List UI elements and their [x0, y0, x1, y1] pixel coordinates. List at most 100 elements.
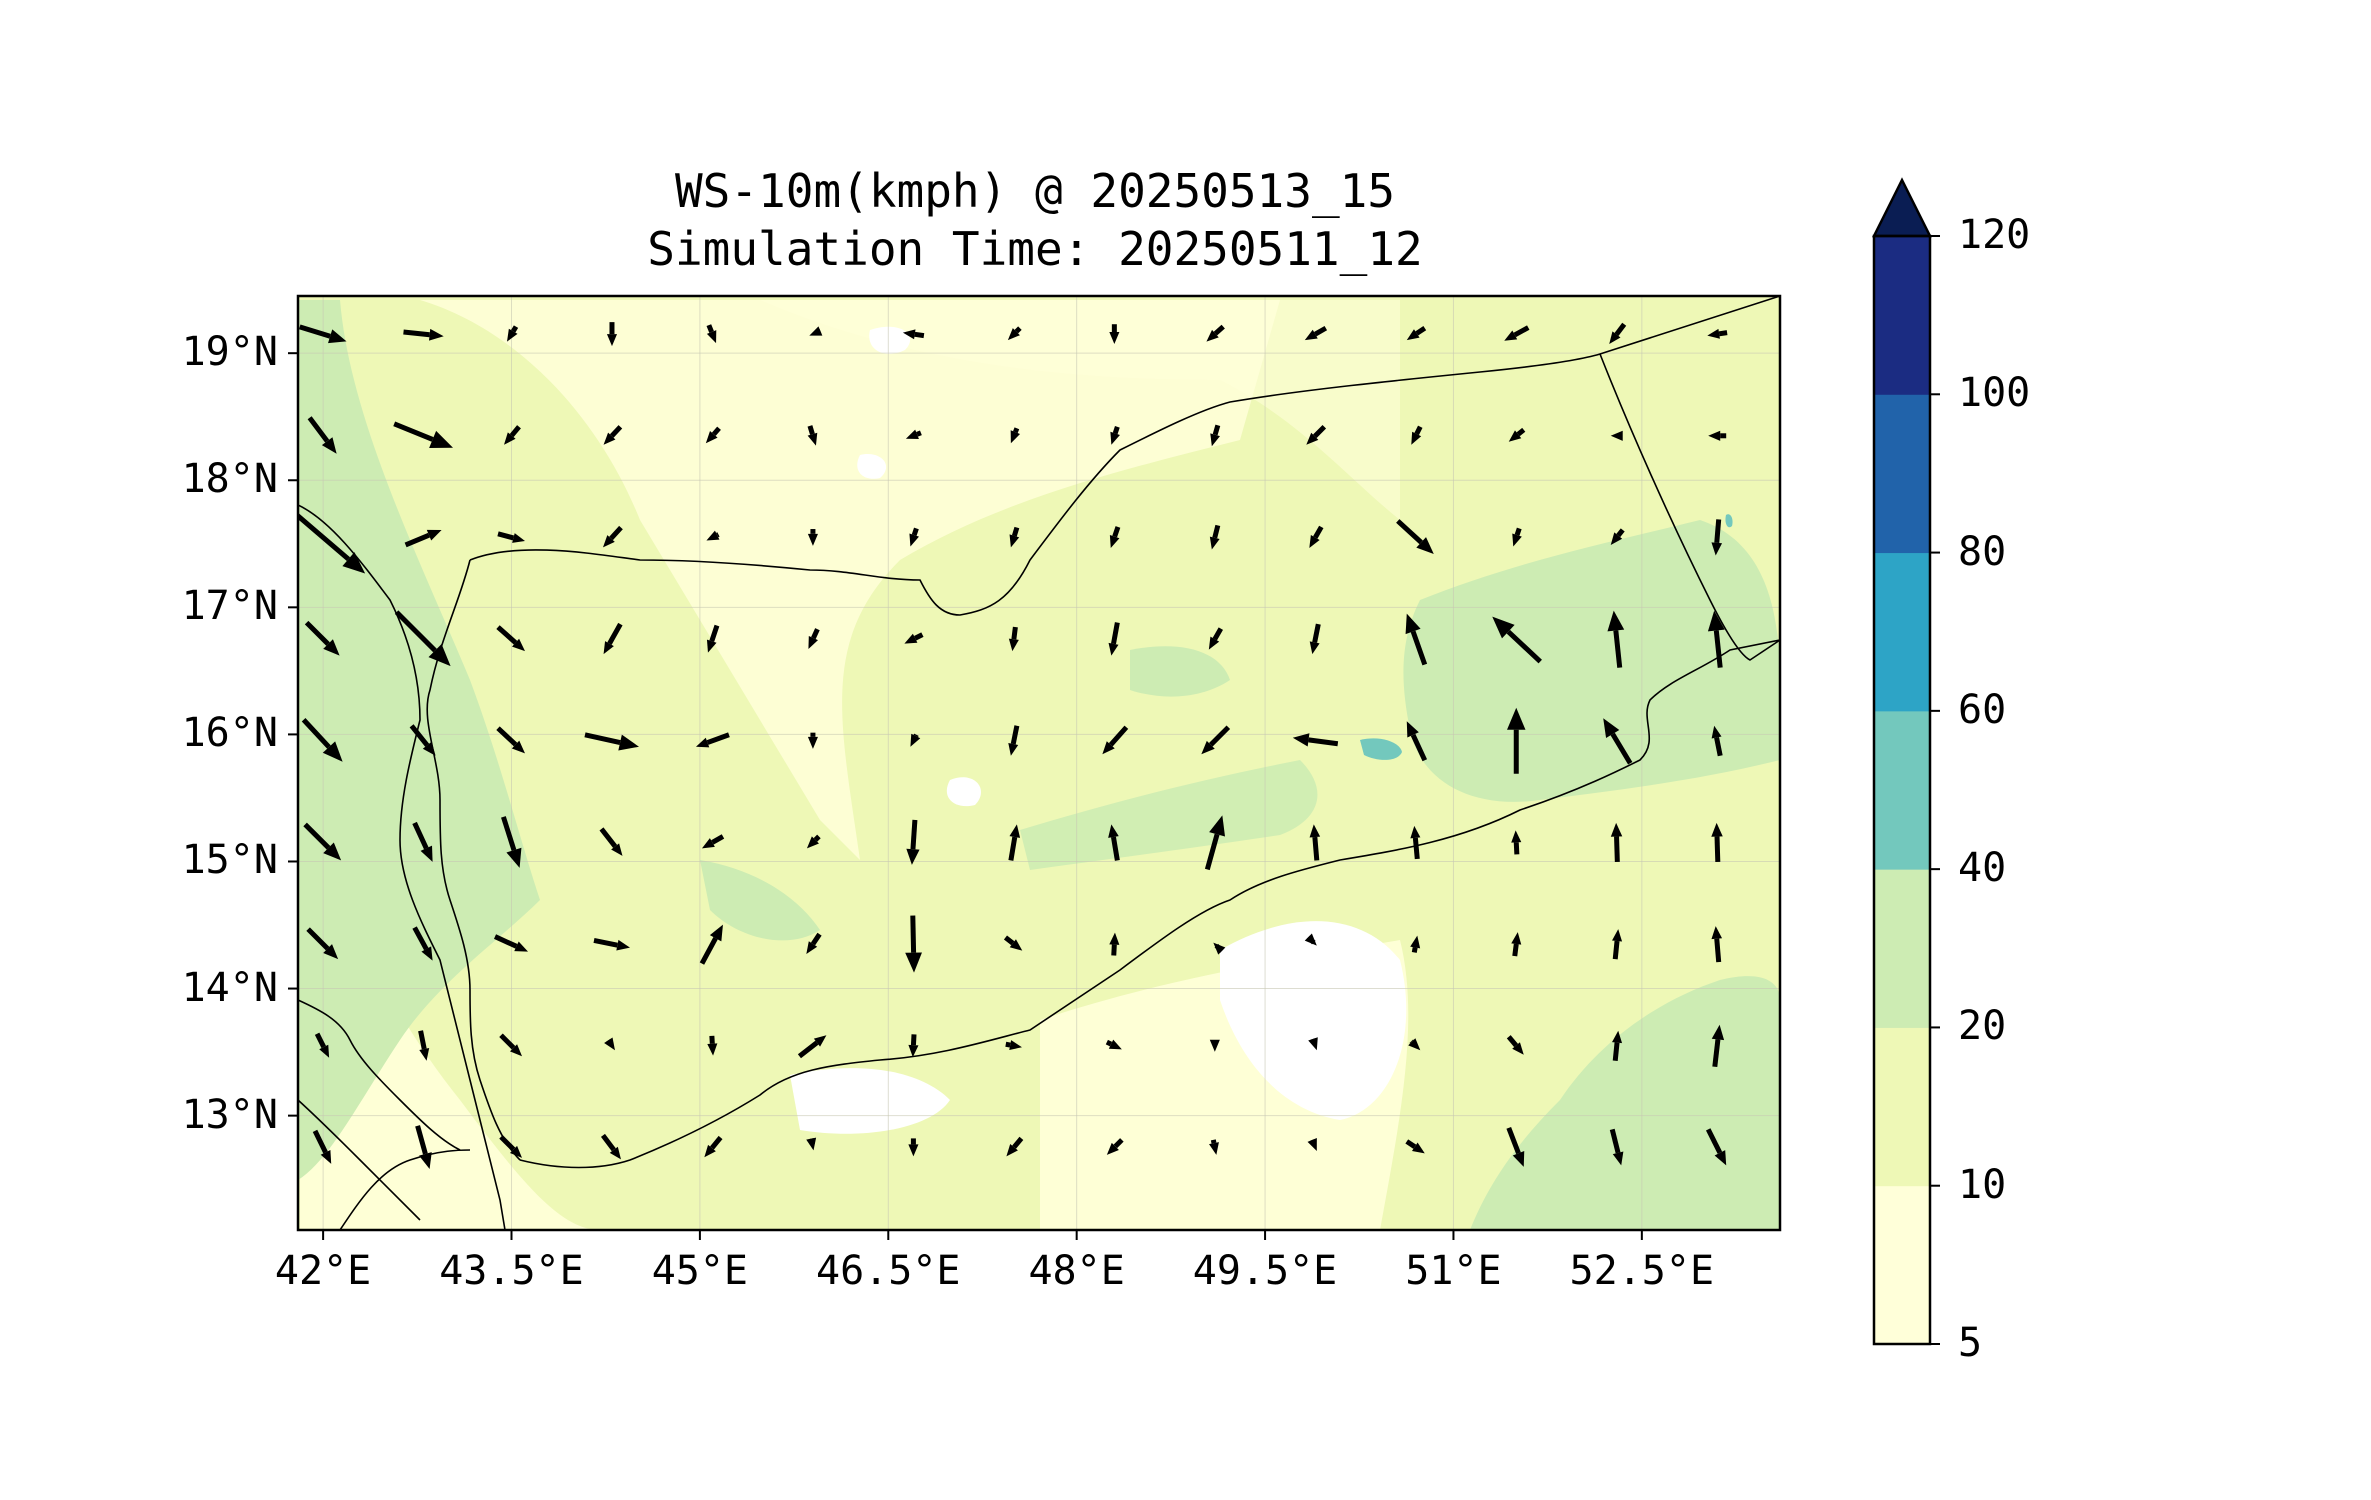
wind-vector: [606, 322, 618, 347]
colorbar-segment-0: [1874, 1185, 1930, 1345]
y-tick-label-0: 19°N: [181, 329, 278, 376]
wind-vector: [809, 326, 823, 336]
wind-vector: [1309, 623, 1321, 655]
wind-vector: [1603, 718, 1633, 765]
colorbar-label-6: 100: [1958, 370, 2031, 417]
wind-vector: [1304, 933, 1317, 946]
wind-vector: [1511, 932, 1522, 957]
wind-band-teal: [1725, 514, 1733, 528]
y-tick-label-2: 17°N: [181, 583, 278, 630]
wind-vector: [584, 732, 639, 751]
wind-vector: [393, 421, 453, 449]
colorbar-segment-1: [1874, 1027, 1930, 1187]
wind-band-pale: [420, 300, 1280, 860]
wind-vector: [1512, 527, 1522, 547]
wind-vector: [1411, 425, 1423, 445]
wind-vector: [404, 529, 442, 548]
wind-vector: [1208, 627, 1224, 650]
wind-vector: [1007, 326, 1022, 341]
wind-vector: [806, 932, 822, 954]
x-tick-label-3: 46.5°E: [815, 1248, 961, 1294]
wind-band-teal: [1360, 738, 1402, 760]
colorbar-extend-arrow: [1871, 177, 1933, 238]
wind-vector: [908, 1034, 919, 1058]
wind-vector: [600, 1133, 621, 1160]
wind-vector: [304, 620, 340, 656]
wind-vector: [1711, 1024, 1725, 1068]
wind-vector: [806, 834, 821, 849]
wind-vector: [706, 324, 717, 344]
wind-vector: [1005, 1040, 1022, 1051]
x-tick-label-0: 42°E: [274, 1248, 372, 1294]
wind-vector: [1209, 1039, 1220, 1052]
wind-vector: [1610, 822, 1623, 862]
colorbar-label-2: 20: [1958, 1003, 2007, 1050]
wind-vector: [699, 924, 723, 965]
wind-vector: [507, 325, 519, 342]
wind-vector: [1504, 325, 1530, 341]
colorbar-label-0: 5: [1958, 1320, 1983, 1366]
wind-vector: [403, 328, 444, 341]
wind-vector: [1609, 1128, 1624, 1166]
wind-vector: [910, 733, 921, 747]
oman-border: [1599, 353, 1780, 661]
wind-vector: [1711, 822, 1723, 862]
wind-vector: [1707, 610, 1725, 668]
wind-vector: [1213, 942, 1226, 955]
wind-vector: [599, 827, 623, 856]
wind-vector: [1408, 1038, 1421, 1051]
red-sea-coast-west: [298, 504, 506, 1230]
colorbar-segment-3: [1874, 710, 1930, 870]
wind-vector: [504, 425, 521, 445]
wind-vector: [1609, 322, 1627, 345]
wind-vector: [1003, 935, 1023, 951]
wind-vector: [499, 1033, 523, 1057]
wind-vector: [908, 1138, 919, 1157]
wind-band-green: [1470, 976, 1780, 1230]
wind-vector: [1304, 325, 1328, 341]
wind-vector: [1708, 430, 1727, 441]
wind-vector: [501, 816, 522, 868]
wind-vector: [1707, 328, 1728, 339]
saudi-yemen-border: [469, 296, 1780, 616]
wind-band-green: [700, 860, 820, 941]
wind-vector: [1109, 932, 1120, 956]
wind-vector: [906, 819, 920, 865]
wind-band-green: [298, 300, 540, 1180]
wind-vector: [298, 324, 347, 344]
wind-vector: [314, 1032, 330, 1058]
colorbar-label-7: 120: [1958, 212, 2031, 258]
wind-vector: [418, 1030, 430, 1061]
wind-vector: [303, 822, 342, 861]
wind-vector: [1711, 519, 1723, 556]
wind-vector: [1008, 626, 1019, 652]
y-tick-label-3: 16°N: [181, 710, 278, 757]
wind-vector: [904, 632, 924, 644]
wind-vector: [1705, 1128, 1727, 1166]
wind-speed-shading: [298, 300, 1780, 1230]
colorbar: [1871, 177, 1940, 1346]
djibouti-border: [339, 1149, 471, 1230]
wind-vector: [496, 726, 526, 754]
wind-vector: [1109, 526, 1121, 548]
x-tick-label-6: 51°E: [1405, 1248, 1502, 1294]
map-frame: [296, 294, 1782, 1232]
wind-vector: [1102, 725, 1129, 755]
wind-vector: [603, 622, 623, 655]
wind-vector: [1308, 1037, 1318, 1051]
wind-vector: [497, 531, 526, 543]
wind-vector: [602, 525, 623, 548]
wind-band-white: [790, 1068, 950, 1134]
wind-vector: [701, 834, 725, 849]
wind-vector: [905, 915, 922, 973]
wind-vector: [1410, 825, 1421, 860]
x-tick-label-1: 43.5°E: [439, 1248, 584, 1294]
colorbar-label-4: 60: [1958, 686, 2007, 733]
wind-vector: [1006, 1136, 1024, 1157]
wind-vector: [1201, 725, 1231, 755]
x-tick-label-2: 45°E: [651, 1248, 749, 1294]
wind-vector: [905, 429, 922, 440]
wind-vector: [1209, 524, 1221, 550]
